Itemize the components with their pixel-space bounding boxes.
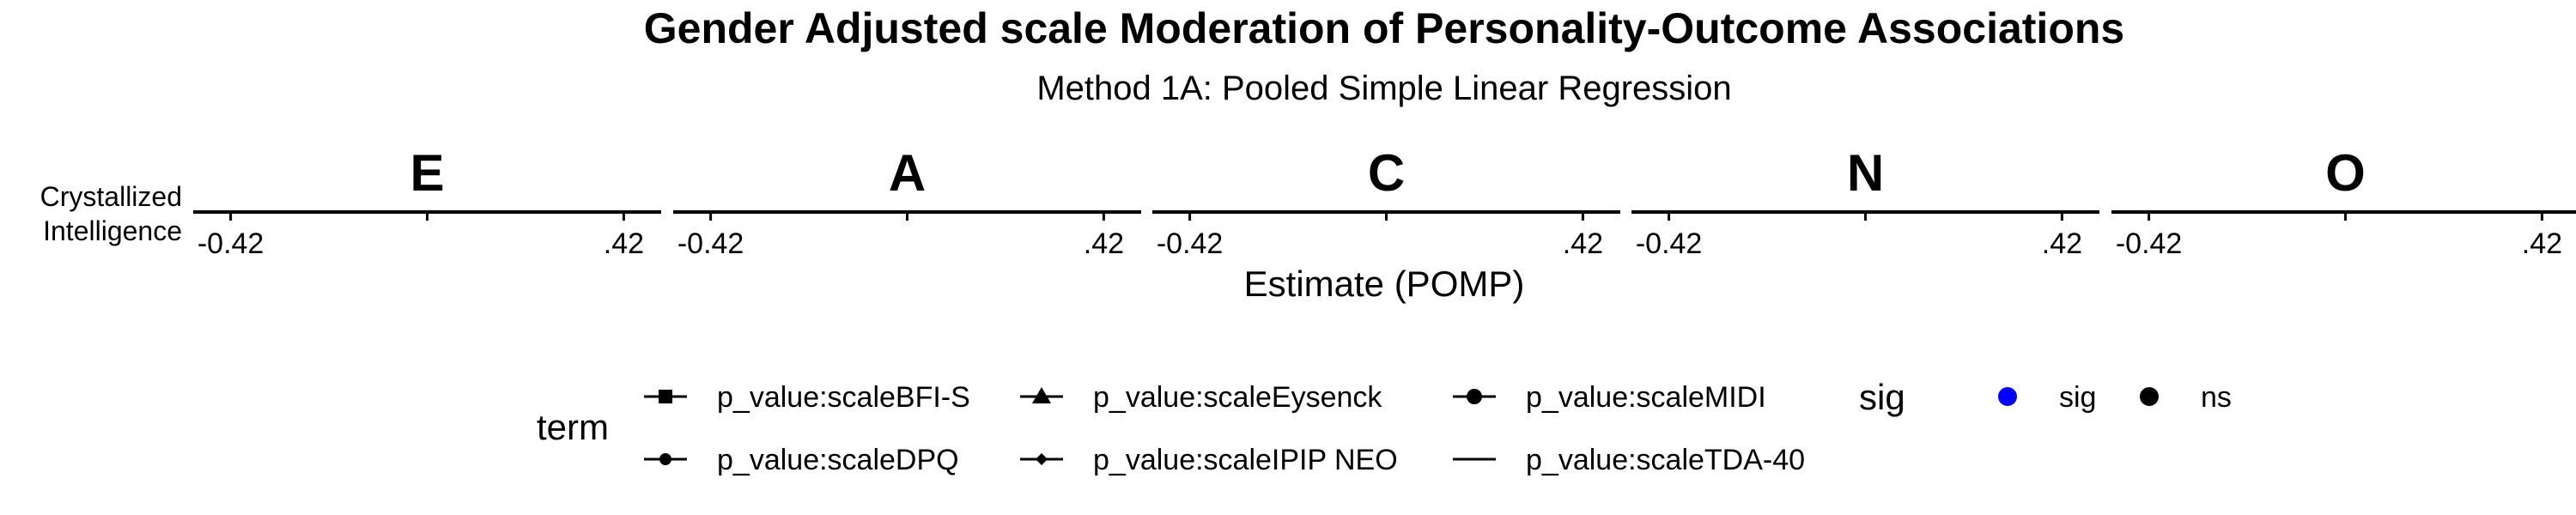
facet-A: A -0.42 .42 — [673, 144, 1141, 260]
legend-term-label: p_value:scaleBFI-S — [717, 381, 970, 414]
facet-O: O -0.42 .42 — [2111, 144, 2576, 260]
x-tick-label: .42 — [2042, 227, 2082, 260]
x-axis-label: Estimate (POMP) — [1244, 264, 1525, 304]
legend-sig-item: ns — [2140, 381, 2232, 414]
legend-term-item: p_value:scaleIPIP NEO — [1020, 444, 1398, 476]
facet-C: C -0.42 .42 — [1152, 144, 1620, 260]
legend-sig-label: ns — [2201, 381, 2232, 414]
facet-panels: E -0.42 .42 A -0.42 .42 C -0.42 .42 N -0.42 .42 O -0.… — [193, 144, 2576, 260]
legend-sig-label: sig — [2059, 381, 2096, 414]
x-tick-label: -0.42 — [1636, 227, 1703, 260]
chart-title: Gender Adjusted scale Moderation of Pers… — [644, 4, 2124, 52]
x-tick-label: -0.42 — [197, 227, 264, 260]
legend-term-title: term — [537, 407, 609, 447]
facet-N: N -0.42 .42 — [1631, 144, 2099, 260]
x-tick-label: -0.42 — [2116, 227, 2183, 260]
facet-label: C — [1368, 144, 1405, 202]
x-tick-label: -0.42 — [1157, 227, 1224, 260]
x-tick-label: .42 — [1084, 227, 1124, 260]
legend-term-label: p_value:scaleEysenck — [1093, 381, 1382, 414]
legends: term p_value:scaleBFI-S p_value:scaleEysen… — [537, 377, 2232, 476]
x-tick-label: .42 — [1563, 227, 1603, 260]
chart-subtitle: Method 1A: Pooled Simple Linear Regressi… — [1036, 70, 1731, 107]
legend-term-label: p_value:scaleIPIP NEO — [1093, 444, 1398, 476]
legend-sig-item: sig — [1998, 381, 2096, 414]
x-tick-label: -0.42 — [677, 227, 744, 260]
legend-term-item: p_value:scaleDPQ — [644, 444, 959, 476]
legend-term-label: p_value:scaleTDA-40 — [1526, 444, 1805, 476]
legend-term-item: p_value:scaleEysenck — [1020, 381, 1382, 414]
legend-term-item: p_value:scaleTDA-40 — [1453, 444, 1805, 476]
facet-label: E — [410, 144, 444, 202]
legend-term-item: p_value:scaleBFI-S — [644, 381, 970, 414]
x-tick-label: .42 — [604, 227, 644, 260]
x-tick-label: .42 — [2522, 227, 2562, 260]
y-category-label: Crystallized Intelligence — [40, 181, 182, 246]
legend-term-label: p_value:scaleDPQ — [717, 444, 959, 476]
legend-term-label: p_value:scaleMIDI — [1526, 381, 1766, 414]
y-axis-category-labels: Crystallized Intelligence — [40, 181, 182, 246]
legend-sig-title: sig — [1859, 377, 1905, 417]
facet-label: N — [1847, 144, 1884, 202]
facet-E: E -0.42 .42 — [193, 144, 661, 260]
facet-label: O — [2325, 144, 2366, 202]
legend-term-item: p_value:scaleMIDI — [1453, 381, 1766, 414]
facet-label: A — [889, 144, 926, 202]
